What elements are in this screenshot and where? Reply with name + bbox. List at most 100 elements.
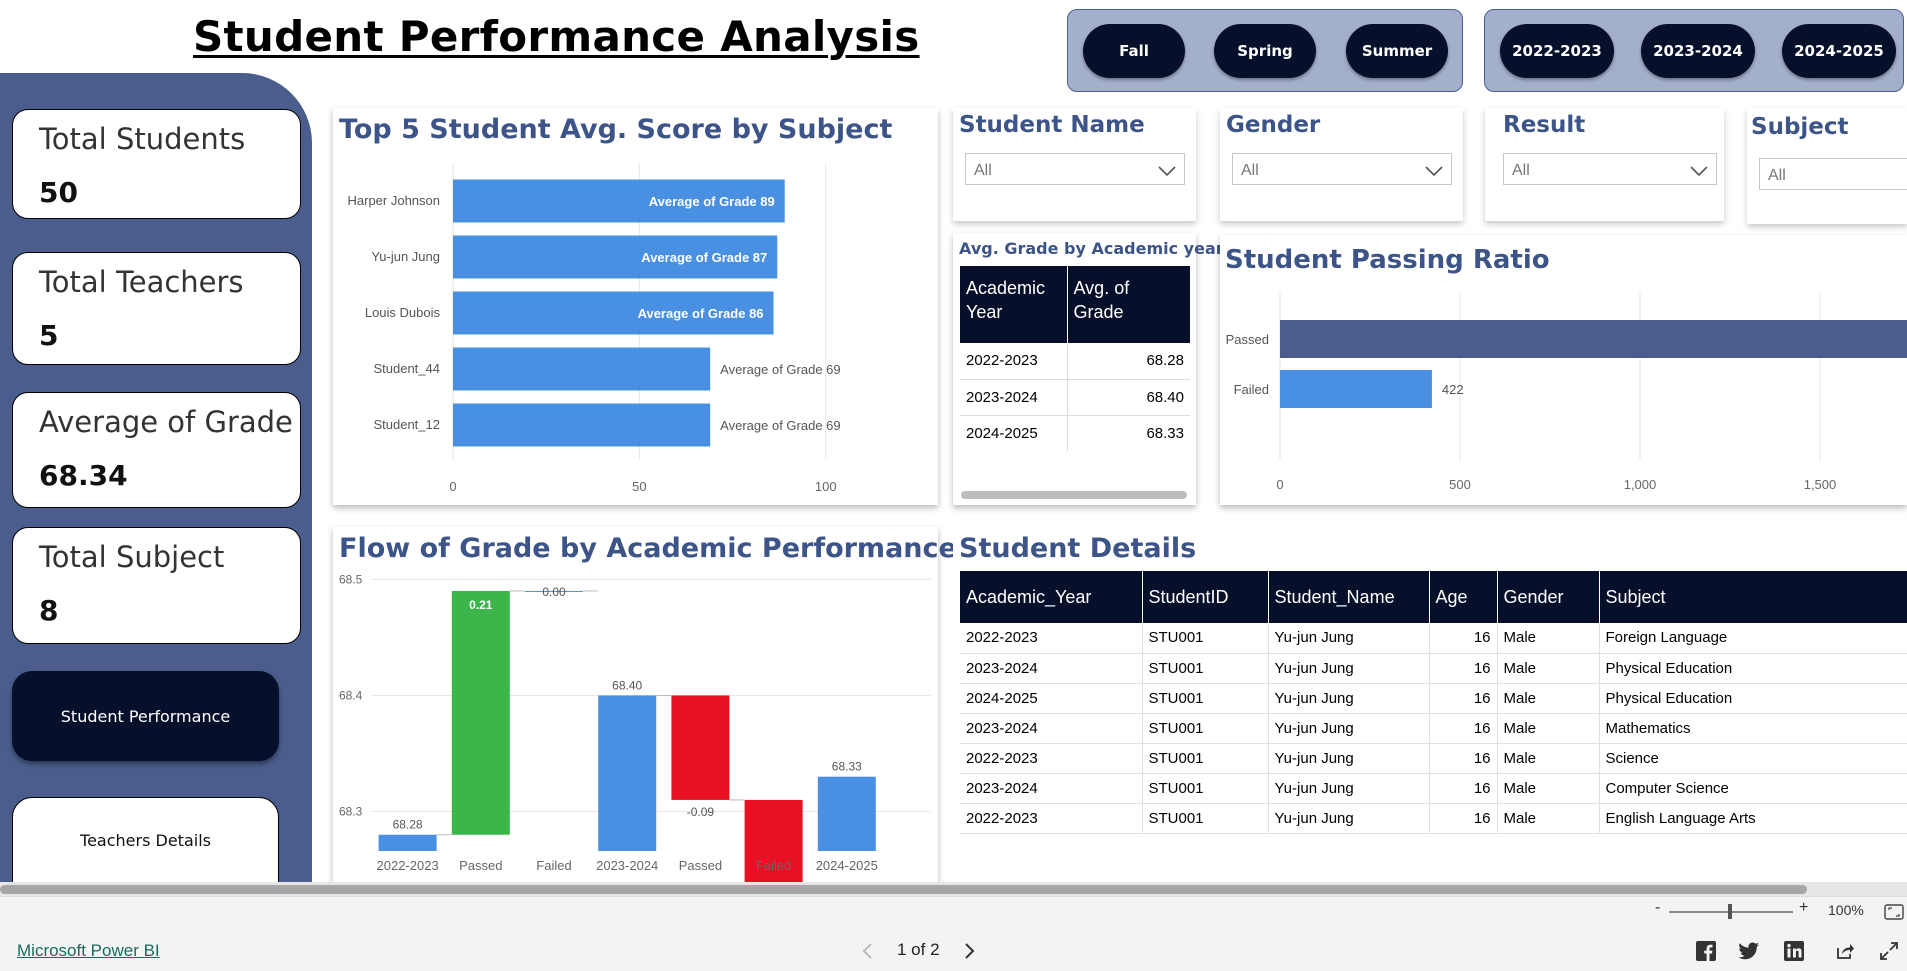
x-tick-label: 1,500 <box>1804 477 1837 492</box>
cell-subject: Computer Science <box>1605 779 1729 797</box>
cell-subject: Foreign Language <box>1605 629 1728 647</box>
cell-id: STU001 <box>1142 773 1269 803</box>
waterfall-bar <box>817 776 876 851</box>
kpi-value: 8 <box>39 594 59 627</box>
result-dropdown[interactable]: All <box>1503 153 1717 185</box>
waterfall-bar <box>525 590 583 592</box>
row-value: 68.28 <box>1146 352 1184 370</box>
year-pill-2023-2024[interactable]: 2023-2024 <box>1641 24 1755 78</box>
category-label: Student_12 <box>373 417 440 432</box>
row-value: 68.40 <box>1146 388 1184 406</box>
scrollbar-thumb[interactable] <box>0 885 1807 894</box>
cell-id: STU001 <box>1142 683 1269 713</box>
filter-gender: Gender All <box>1220 108 1463 221</box>
nav-teachers-details-button[interactable]: Teachers Details <box>12 797 279 883</box>
cell-year: 2024-2025 <box>960 683 1143 713</box>
row-year: 2023-2024 <box>960 379 1068 415</box>
kpi-total-students: Total Students 50 <box>12 109 301 219</box>
kpi-value: 5 <box>39 319 59 352</box>
gender-dropdown[interactable]: All <box>1232 153 1452 185</box>
next-page-icon[interactable] <box>964 943 976 959</box>
table-scrollbar[interactable] <box>961 491 1187 499</box>
dropdown-value: All <box>1512 162 1530 179</box>
kpi-average-grade: Average of Grade 68.34 <box>12 392 301 508</box>
share-icon[interactable] <box>1835 942 1855 960</box>
row-value: 68.33 <box>1146 424 1184 442</box>
subject-dropdown[interactable]: All <box>1759 158 1907 190</box>
semester-pill-fall[interactable]: Fall <box>1083 24 1185 78</box>
kpi-label: Average of Grade <box>39 405 293 439</box>
student-name-dropdown[interactable]: All <box>965 153 1185 185</box>
left-nav-panel: Total Students 50 Total Teachers 5 Avera… <box>0 73 312 883</box>
cell-name: Yu-jun Jung <box>1268 713 1430 743</box>
x-tick-label: 100 <box>815 479 837 494</box>
nav-student-performance-button[interactable]: Student Performance <box>12 671 279 761</box>
zoom-slider-handle[interactable] <box>1728 904 1732 919</box>
table-row: 2023-2024 STU001 Yu-jun Jung 16 Male Physical… <box>960 653 1907 683</box>
table-row: 2023-2024 68.40 <box>960 379 1190 415</box>
column-header-age[interactable]: Age <box>1429 571 1498 623</box>
cell-year: 2022-2023 <box>960 623 1143 653</box>
cell-id: STU001 <box>1142 713 1269 743</box>
kpi-value: 68.34 <box>39 459 128 492</box>
cell-age: 16 <box>1429 743 1498 773</box>
category-label: Failed <box>756 858 791 873</box>
cell-age: 16 <box>1429 773 1498 803</box>
data-label: 422 <box>1442 382 1464 397</box>
category-label: Passed <box>1226 332 1269 347</box>
semester-pill-summer[interactable]: Summer <box>1346 24 1448 78</box>
cell-gender: Male <box>1497 803 1600 833</box>
column-header-academic-year[interactable]: Academic Year <box>960 266 1068 343</box>
cell-gender: Male <box>1497 653 1600 683</box>
student-details-table: Academic_Year StudentID Student_Name Age… <box>960 571 1907 834</box>
facebook-icon[interactable] <box>1696 941 1716 961</box>
category-label: 2022-2023 <box>377 858 439 873</box>
fit-to-page-icon[interactable] <box>1884 904 1904 920</box>
bar <box>1280 320 1907 358</box>
bar <box>453 291 774 335</box>
avg-grade-table: Academic Year Avg. of Grade 2022-2023 68… <box>960 266 1190 451</box>
y-tick-label: 68.3 <box>339 805 363 819</box>
category-label: Failed <box>536 858 571 873</box>
cell-subject: English Language Arts <box>1605 809 1756 827</box>
column-header-gender[interactable]: Gender <box>1497 571 1600 623</box>
year-pill-2024-2025[interactable]: 2024-2025 <box>1782 24 1896 78</box>
microsoft-power-bi-link[interactable]: Microsoft Power BI <box>17 941 160 960</box>
table-row: 2022-2023 68.28 <box>960 343 1190 379</box>
kpi-value: 50 <box>39 176 78 209</box>
top5-chart-card: Top 5 Student Avg. Score by Subject 0 50 1… <box>333 108 938 505</box>
column-header-student-name[interactable]: Student_Name <box>1268 571 1430 623</box>
cell-subject: Mathematics <box>1605 719 1691 737</box>
data-label: Average of Grade 69 <box>720 418 840 433</box>
cell-year: 2023-2024 <box>960 653 1143 683</box>
semester-pill-spring[interactable]: Spring <box>1214 24 1316 78</box>
bar <box>453 403 711 447</box>
bar <box>1280 370 1432 408</box>
kpi-label: Total Teachers <box>39 265 244 299</box>
previous-page-icon[interactable] <box>861 943 873 959</box>
category-label: Louis Dubois <box>365 305 441 320</box>
column-header-avg-grade[interactable]: Avg. of Grade <box>1073 278 1130 322</box>
waterfall-chart-card: Flow of Grade by Academic Performance 68… <box>333 527 957 883</box>
semester-slicer: Fall Spring Summer <box>1067 9 1463 92</box>
dropdown-value: All <box>974 162 992 179</box>
fullscreen-icon[interactable] <box>1880 942 1898 960</box>
page-horizontal-scrollbar[interactable] <box>0 882 1907 896</box>
filter-label: Gender <box>1226 112 1321 138</box>
x-tick-label: 0 <box>1276 477 1283 492</box>
waterfall-bar <box>451 590 510 835</box>
column-header-student-id[interactable]: StudentID <box>1142 571 1269 623</box>
column-header-subject[interactable]: Subject <box>1605 586 1666 607</box>
x-tick-label: 50 <box>632 479 646 494</box>
zoom-minus-button[interactable]: - <box>1655 899 1661 916</box>
data-label: 68.28 <box>393 818 423 832</box>
year-pill-2022-2023[interactable]: 2022-2023 <box>1500 24 1614 78</box>
chevron-down-icon <box>1690 166 1708 176</box>
twitter-icon[interactable] <box>1738 942 1760 960</box>
zoom-plus-button[interactable]: + <box>1799 899 1809 916</box>
linkedin-icon[interactable] <box>1784 941 1804 961</box>
zoom-level: 100% <box>1828 902 1864 918</box>
y-tick-label: 68.5 <box>339 572 363 586</box>
column-header-academic-year[interactable]: Academic_Year <box>960 571 1143 623</box>
